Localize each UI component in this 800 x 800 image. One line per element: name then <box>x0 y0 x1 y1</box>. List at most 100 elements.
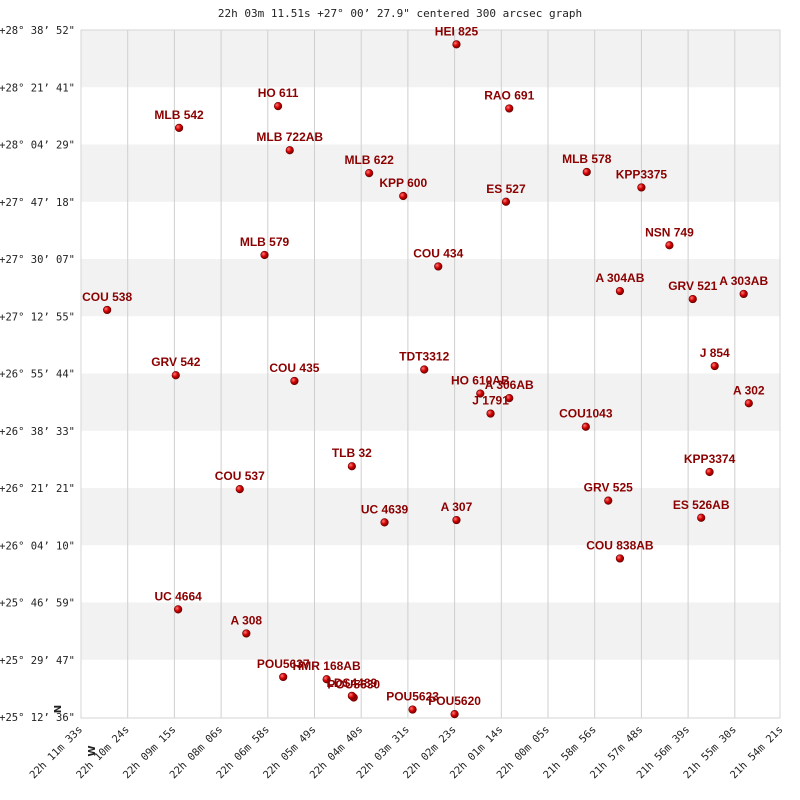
star-label: COU 538 <box>82 290 132 304</box>
star-marker <box>235 485 244 494</box>
y-tick-label: +26° 55’ 44" <box>0 369 75 381</box>
star-label: TDT3312 <box>399 349 449 363</box>
y-tick-label: +28° 38’ 52" <box>0 25 75 37</box>
y-tick-label: +26° 38’ 33" <box>0 426 75 438</box>
star-label: COU 435 <box>269 361 319 375</box>
y-tick-label: +25° 46’ 59" <box>0 598 75 610</box>
y-tick-label: +28° 21’ 41" <box>0 82 75 94</box>
star-label: HMR 168AB <box>293 659 361 673</box>
star-marker <box>697 513 706 522</box>
star-marker <box>604 496 613 505</box>
star-marker <box>615 286 625 296</box>
plot-band <box>81 373 780 431</box>
plot-frame <box>80 29 781 719</box>
star-marker <box>688 294 697 304</box>
star-label: HO 611 <box>258 86 299 100</box>
star-label: POU5620 <box>428 694 481 708</box>
star-marker <box>744 399 753 408</box>
y-tick-label: +26° 04’ 10" <box>0 540 75 552</box>
star-label: KPP3375 <box>616 167 668 181</box>
star-label: POU5623 <box>386 690 439 704</box>
star-label: A 307 <box>441 500 473 514</box>
chart-title: 22h 03m 11.51s +27° 00’ 27.9" centered 3… <box>218 7 582 20</box>
star-label: A 308 <box>231 613 263 627</box>
star-marker <box>452 515 461 525</box>
star-marker <box>452 40 461 49</box>
star-marker <box>739 289 748 299</box>
compass-west-label: W <box>87 745 98 756</box>
vertical-gridlines <box>127 30 736 718</box>
star-label: MLB 542 <box>154 108 204 122</box>
star-marker <box>290 376 299 386</box>
star-label: ES 526AB <box>673 498 730 512</box>
star-marker <box>582 167 591 177</box>
plot-band <box>81 488 780 546</box>
star-label: KPP 600 <box>379 176 427 190</box>
star-label: COU1043 <box>559 407 613 421</box>
star-label: J 1791 <box>472 394 509 408</box>
star-marker <box>637 183 646 192</box>
star-marker <box>279 672 288 682</box>
star-label: COU 838AB <box>586 538 654 552</box>
star-label: NSN 749 <box>645 225 694 239</box>
y-tick-label: +27° 30’ 07" <box>0 254 75 266</box>
plot-bands <box>81 30 780 660</box>
star-marker <box>476 389 485 398</box>
plot-band <box>81 602 780 660</box>
y-tick-label: +25° 12’ 36" <box>0 712 75 724</box>
star-marker <box>365 169 374 178</box>
star-label: MLB 579 <box>240 235 290 249</box>
y-tick-label: +25° 29’ 47" <box>0 655 75 667</box>
star-label: MLB 722AB <box>256 130 323 144</box>
star-marker <box>380 518 389 527</box>
y-tick-label: +26° 21’ 21" <box>0 483 75 495</box>
star-label: MLB 578 <box>562 152 612 166</box>
star-label: GRV 521 <box>668 279 717 293</box>
star-label: COU 537 <box>215 469 265 483</box>
star-label: RAO 691 <box>484 88 534 102</box>
star-label: J 854 <box>700 346 730 360</box>
plot-band <box>81 30 780 88</box>
star-marker <box>505 394 514 403</box>
star-marker <box>665 241 674 250</box>
star-label: COU 434 <box>413 246 463 260</box>
star-label: GRV 525 <box>584 481 633 495</box>
star-marker <box>450 710 459 719</box>
star-marker <box>174 123 184 132</box>
plot-band <box>81 144 780 202</box>
star-marker <box>273 102 283 111</box>
star-label: HEI 825 <box>435 24 479 38</box>
star-label: A 304AB <box>595 271 644 285</box>
star-marker <box>581 422 590 431</box>
star-points: HEI 825 HO 611 RAO 691 MLB 542 MLB 722AB MLB … <box>82 24 768 719</box>
star-marker <box>505 104 514 113</box>
compass-north-label: N <box>53 705 64 713</box>
star-marker <box>420 365 429 374</box>
star-marker <box>399 191 408 201</box>
star-label: GRV 542 <box>151 355 200 369</box>
star-label: A 302 <box>733 383 765 397</box>
star-marker <box>347 462 356 471</box>
star-marker <box>171 371 180 380</box>
star-marker <box>103 305 112 315</box>
star-marker <box>710 361 719 371</box>
compass: N W <box>53 705 98 757</box>
star-label: LDS4489 <box>327 676 378 690</box>
y-tick-label: +27° 47’ 18" <box>0 197 75 209</box>
star-marker <box>242 629 251 638</box>
plot-band <box>81 259 780 317</box>
star-marker <box>174 605 183 614</box>
star-label: A 303AB <box>719 274 768 288</box>
star-label: MLB 622 <box>344 153 394 167</box>
star-marker <box>322 675 331 684</box>
y-tick-label: +27° 12’ 55" <box>0 311 75 323</box>
star-marker <box>434 262 443 271</box>
star-marker <box>501 197 511 206</box>
star-label: POU5630 <box>327 678 380 692</box>
star-label: KPP3374 <box>684 452 736 466</box>
star-label: A 306AB <box>485 378 534 392</box>
star-marker <box>285 146 294 155</box>
star-marker <box>615 554 625 563</box>
y-axis-ticks: +28° 38’ 52" +28° 21’ 41" +28° 04’ 29" +27°… <box>0 25 75 724</box>
